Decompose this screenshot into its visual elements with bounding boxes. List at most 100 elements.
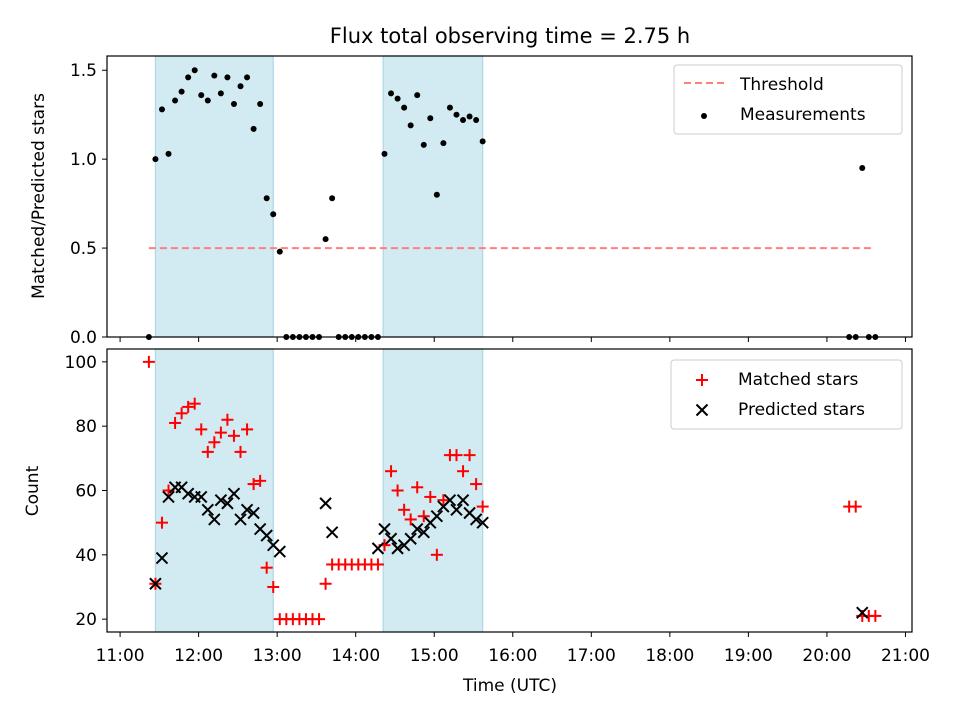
matched-star-point [319, 577, 332, 590]
predicted-star-point [404, 532, 417, 545]
ratio-y-ticks: 0.0 0.5 1.0 1.5 [70, 61, 107, 348]
legend-measurements-swatch [701, 113, 707, 119]
matched-star-point [430, 548, 443, 561]
ratio-x-ticks [119, 337, 906, 342]
measurement-point [224, 74, 231, 81]
predicted-star-point [476, 516, 489, 529]
matched-star-point [195, 423, 208, 436]
predicted-star-point [181, 487, 195, 500]
matched-star-point [182, 400, 195, 413]
predicted-star-point [378, 522, 391, 536]
predicted-star-point [221, 497, 234, 510]
matched-star-point [169, 416, 182, 429]
x-tick-label: 17:00 [567, 646, 616, 666]
legend-predicted-swatch [695, 403, 709, 417]
measurement-point [185, 74, 192, 81]
matched-star-point [869, 609, 882, 622]
measurement-point [433, 191, 440, 198]
measurement-point [257, 101, 264, 108]
measurement-point [152, 156, 159, 163]
predicted-star-point [325, 526, 339, 539]
predicted-star-point [856, 606, 869, 619]
measurement-point [420, 141, 427, 148]
measurement-point [407, 122, 414, 129]
x-tick-label: 11:00 [96, 646, 145, 666]
shaded-interval [382, 55, 484, 338]
measurement-point [859, 165, 866, 172]
matched-star-point [371, 558, 384, 571]
measurement-point [381, 150, 388, 157]
matched-star-point [437, 494, 450, 507]
matched-star-point [234, 445, 247, 458]
ratio-legend: Threshold Measurements [673, 64, 903, 135]
matched-star-point [404, 513, 417, 526]
matched-star-point [188, 397, 201, 410]
count-y-axis-label: Count [23, 465, 43, 516]
measurement-point [322, 236, 329, 243]
measurement-point [466, 113, 473, 120]
predicted-star-point [443, 493, 457, 507]
matched-star-point [175, 407, 188, 420]
y-tick-label: 0.0 [70, 328, 97, 348]
measurement-point [250, 125, 257, 132]
predicted-star-point [195, 490, 208, 504]
measurement-point [237, 83, 244, 90]
measurement-point [453, 111, 460, 118]
count-legend-box [670, 359, 903, 430]
count-x-ticks: 11:00 12:00 13:00 14:00 15:00 16:00 17:00 18:00… [96, 632, 930, 666]
predicted-star-point [240, 503, 254, 517]
measurement-point [270, 211, 277, 218]
predicted-star-point [227, 487, 241, 500]
figure-title: Flux total observing time = 2.75 h [330, 24, 690, 48]
predicted-star-point [450, 503, 463, 517]
legend-matched-label: Matched stars [738, 370, 858, 390]
y-tick-label: 80 [75, 417, 97, 437]
measurement-point [244, 74, 251, 81]
predicted-star-point [456, 493, 470, 507]
x-tick-label: 13:00 [253, 646, 302, 666]
x-tick-label: 21:00 [881, 646, 930, 666]
measurement-point [263, 195, 270, 202]
measurement-point [165, 150, 172, 157]
legend-matched-swatch [696, 374, 708, 386]
matched-star-point [267, 580, 280, 593]
predicted-star-point [430, 510, 444, 523]
count-y-ticks: 20 40 60 80 100 [65, 353, 107, 630]
matched-star-point [398, 503, 411, 516]
predicted-star-point [155, 551, 169, 565]
x-tick-label: 20:00 [802, 646, 851, 666]
measurement-point [394, 95, 401, 102]
x-tick-label: 12:00 [174, 646, 223, 666]
predicted-star-point [417, 526, 430, 539]
x-axis-label: Time (UTC) [462, 676, 557, 696]
x-tick-label: 18:00 [645, 646, 694, 666]
matched-star-point [313, 613, 326, 626]
predicted-star-point [411, 522, 424, 536]
ratio-panel-frame [106, 55, 913, 338]
legend-measurements-label: Measurements [740, 105, 866, 125]
measurement-point [414, 92, 421, 99]
measurement-point [427, 115, 434, 122]
predicted-star-point [469, 513, 483, 526]
predicted-star-point [208, 513, 221, 526]
ratio-y-axis-label: Matched/Predicted stars [29, 93, 49, 299]
legend-predicted-marker [695, 403, 709, 417]
matched-star-point [417, 510, 430, 523]
matched-star-point [424, 490, 437, 503]
measurement-point [473, 117, 480, 124]
matched-star-point [476, 500, 489, 513]
matched-star-point [208, 436, 221, 449]
matched-star-point [155, 516, 168, 529]
measurement-point [329, 195, 336, 202]
matched-star-point [463, 449, 476, 462]
count-panel: 20 40 60 80 100 11:00 12:00 13:00 14:00 15:00 16:… [23, 348, 930, 696]
predicted-star-point [162, 490, 175, 504]
measurements-points [145, 67, 879, 340]
predicted-star-point [149, 577, 162, 590]
measurement-point [198, 92, 205, 99]
measurement-point [446, 104, 453, 111]
matched-star-point [260, 561, 273, 574]
y-tick-label: 40 [75, 546, 97, 566]
x-tick-label: 14:00 [331, 646, 380, 666]
